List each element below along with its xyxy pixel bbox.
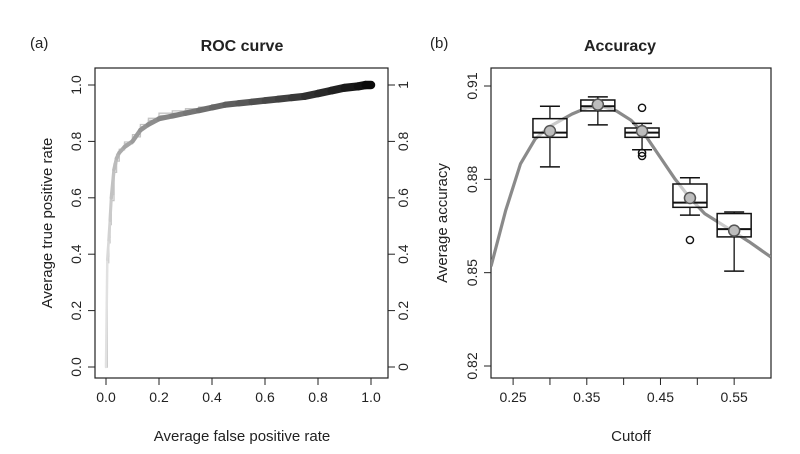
boxplot-outlier (637, 103, 647, 113)
roc-plot-frame (94, 67, 389, 379)
accuracy-y-tick-label: 0.88 (464, 165, 480, 192)
boxplot-mean-marker (683, 191, 697, 205)
boxplot (532, 105, 568, 168)
accuracy-y-tick-label: 0.91 (464, 72, 480, 99)
boxplot-mean-marker (591, 98, 605, 111)
boxplot-mean-marker (543, 124, 557, 138)
accuracy-x-axis: 0.25 0.35 0.45 0.55 (499, 378, 748, 405)
accuracy-x-tick-label: 0.25 (499, 389, 526, 405)
roc-curve-segment (112, 156, 119, 172)
roc-x-tick-label: 0.4 (202, 389, 222, 405)
roc-y-tick-label: 0.0 (68, 357, 84, 377)
roc-y-tick-label: 0.4 (68, 244, 84, 264)
roc-y-axis: 0.0 0.2 0.4 0.6 0.8 1.0 (68, 75, 95, 377)
accuracy-x-label: Cutoff (611, 428, 652, 445)
roc-colorbar-tick-label: 0.6 (395, 188, 411, 208)
roc-y-label: Average true positive rate (39, 138, 56, 309)
roc-curve-segment (105, 238, 111, 262)
roc-x-tick-label: 1.0 (361, 389, 381, 405)
roc-y-tick-label: 0.8 (68, 131, 84, 151)
accuracy-x-tick-label: 0.55 (721, 389, 748, 405)
accuracy-y-tick-label: 0.82 (464, 352, 480, 379)
boxplot-outlier (637, 148, 647, 158)
accuracy-boxplots (532, 96, 752, 272)
roc-x-axis: 0.0 0.2 0.4 0.6 0.8 1.0 (96, 378, 381, 405)
roc-colorbar-tick-label: 0 (395, 363, 411, 371)
roc-panel-label: (a) (30, 35, 48, 52)
accuracy-y-tick-label: 0.85 (464, 259, 480, 286)
boxplot (716, 211, 752, 272)
accuracy-y-label: Average accuracy (434, 163, 451, 283)
roc-x-tick-label: 0.8 (308, 389, 328, 405)
roc-panel: (a) ROC curve 0.0 0.2 0.4 0.6 0.8 1.0 0.00.20… (30, 35, 411, 445)
accuracy-plot-frame (490, 67, 772, 379)
roc-title: ROC curve (201, 38, 284, 55)
roc-x-tick-label: 0.6 (255, 389, 275, 405)
roc-x-tick-label: 0.0 (96, 389, 116, 405)
roc-y-tick-label: 1.0 (68, 75, 84, 95)
accuracy-panel: (b) Accuracy 0.25 0.35 0.45 0.55 0.820.850.… (430, 35, 772, 445)
boxplot (580, 96, 616, 126)
accuracy-x-tick-label: 0.35 (573, 389, 600, 405)
roc-curve-segment (108, 196, 113, 222)
roc-colorbar-tick-label: 0.2 (395, 301, 411, 321)
roc-curve-segment (107, 218, 112, 242)
roc-curve-segment (109, 167, 116, 200)
boxplot-outlier (685, 235, 695, 245)
roc-colorbar-axis: 0 0.2 0.4 0.6 0.8 1 (388, 81, 411, 371)
roc-curve-segment (104, 258, 109, 369)
boxplot-mean-marker (635, 124, 649, 138)
roc-x-label: Average false positive rate (154, 428, 331, 445)
boxplot-outlier (637, 151, 647, 161)
accuracy-x-tick-label: 0.45 (647, 389, 674, 405)
roc-y-tick-label: 0.6 (68, 188, 84, 208)
accuracy-y-axis: 0.82 0.85 0.88 0.91 (464, 72, 491, 380)
roc-y-tick-label: 0.2 (68, 301, 84, 321)
boxplot-mean-marker (727, 224, 741, 237)
boxplot (624, 103, 660, 161)
roc-colorbar-tick-label: 0.8 (395, 131, 411, 151)
accuracy-panel-label: (b) (430, 35, 448, 52)
roc-x-tick-label: 0.2 (149, 389, 169, 405)
accuracy-title: Accuracy (584, 38, 656, 55)
boxplot (672, 177, 708, 245)
roc-colorbar-tick-label: 1 (395, 81, 411, 89)
roc-curve (104, 80, 376, 369)
roc-colorbar-tick-label: 0.4 (395, 244, 411, 264)
